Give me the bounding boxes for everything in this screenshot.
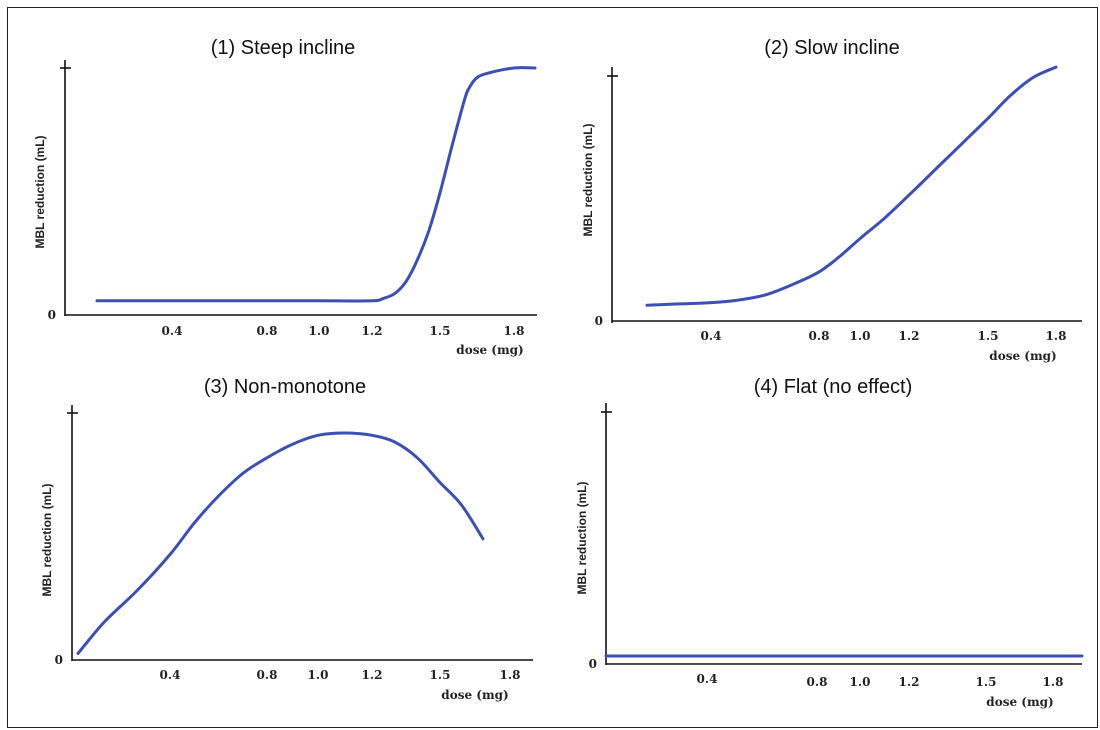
x-tick-label: 0.8 [257,668,278,682]
panel-1: (1) Steep incline 0 0.4 0.8 1.0 1.2 1.5 … [33,37,537,357]
x-axis-label: dose (mg) [456,343,523,357]
x-tick-label: 1.0 [850,329,871,343]
x-tick-label: 1.8 [1046,329,1067,343]
x-tick-label: 0.8 [809,329,830,343]
panel-title: (2) Slow incline [764,37,900,59]
x-tick-label: 0.4 [701,329,722,343]
x-tick-label: 1.8 [1043,675,1064,689]
x-tick-label: 1.5 [430,668,451,682]
y-tick-label: 0 [595,314,603,328]
x-tick-label: 1.5 [430,324,451,338]
x-axis-label: dose (mg) [986,695,1053,709]
y-tick-label: 0 [589,657,597,671]
y-tick-label: 0 [55,653,63,667]
x-tick-label: 0.4 [697,672,718,686]
x-tick-label: 0.8 [257,324,278,338]
x-tick-label: 1.8 [504,324,525,338]
x-tick-label: 1.2 [899,329,920,343]
panel-title: (1) Steep incline [211,37,356,59]
x-tick-label: 0.4 [160,668,181,682]
y-tick-label: 0 [48,308,56,322]
y-axis-label: MBL reduction (mL) [575,481,589,594]
y-axis-label: MBL reduction (mL) [40,483,54,596]
y-axis-label: MBL reduction (mL) [33,135,47,248]
x-tick-label: 1.0 [850,675,871,689]
panel-4: (4) Flat (no effect) 0 0.4 0.8 1.0 1.2 1… [575,376,1084,709]
panel-title: (3) Non-monotone [204,376,366,398]
x-tick-label: 1.2 [362,324,383,338]
panel-2: (2) Slow incline 0 0.4 0.8 1.0 1.2 1.5 1… [581,37,1082,363]
x-tick-label: 1.2 [899,675,920,689]
x-tick-label: 1.0 [309,324,330,338]
x-axis-label: dose (mg) [989,349,1056,363]
x-tick-label: 1.2 [362,668,383,682]
series-line [645,65,1058,307]
x-tick-label: 0.4 [162,324,183,338]
x-axis-label: dose (mg) [441,688,508,702]
x-tick-label: 1.8 [500,668,521,682]
series-line [76,431,485,655]
panel-title: (4) Flat (no effect) [754,376,913,398]
x-tick-label: 1.5 [978,329,999,343]
figure-frame [7,7,1098,728]
series-line [95,66,537,303]
y-axis-label: MBL reduction (mL) [581,123,595,236]
x-tick-label: 1.5 [976,675,997,689]
x-tick-label: 1.0 [308,668,329,682]
x-tick-label: 0.8 [807,675,828,689]
panel-3: (3) Non-monotone 0 0.4 0.8 1.0 1.2 1.5 1… [40,376,533,702]
